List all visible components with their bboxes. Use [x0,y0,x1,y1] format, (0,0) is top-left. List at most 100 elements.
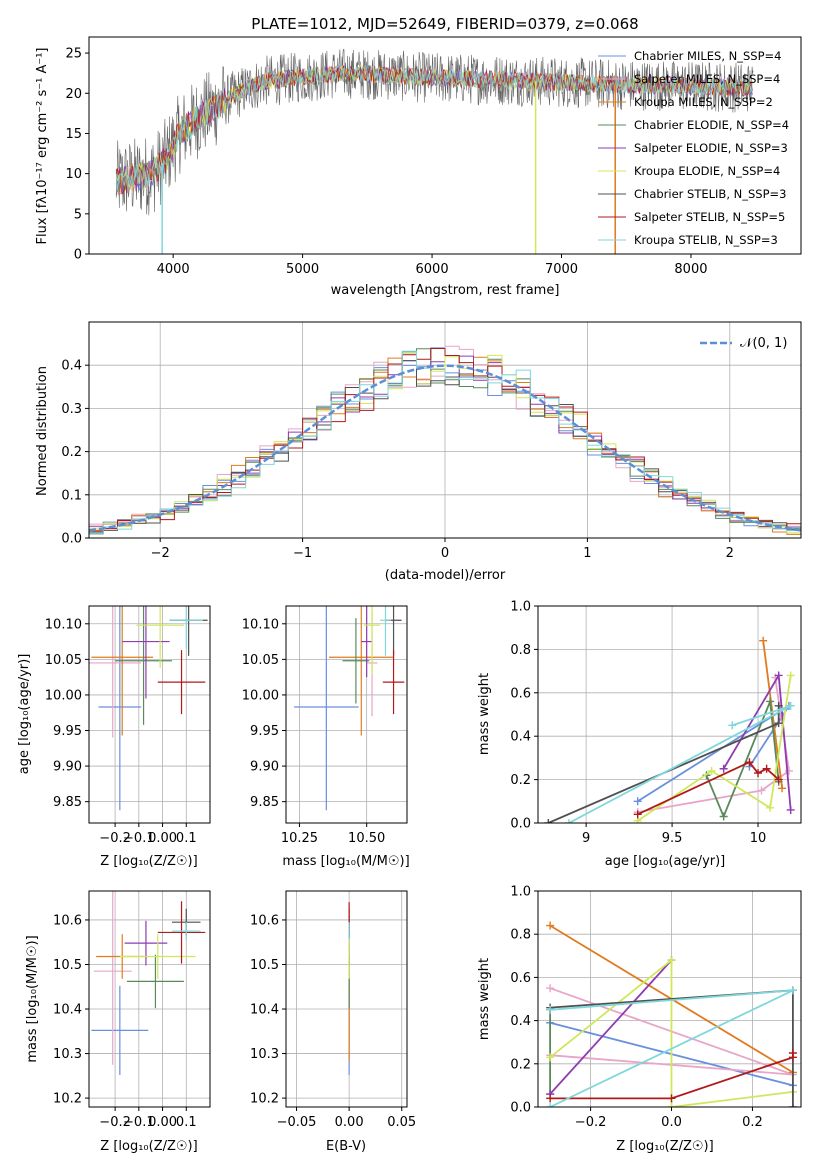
p6-yticklabel-2: 10.4 [250,1003,279,1018]
p6-xticklabel-2: 0.05 [387,1115,416,1130]
legend-text-5: Kroupa ELODIE, N_SSP=4 [634,164,780,178]
p7-series-7-marker-0 [546,1094,555,1103]
p2-yticklabel-0: 9.85 [53,795,82,810]
p5-xticklabel-3: 0.1 [176,1115,197,1130]
p7-series-6-marker-2 [788,1103,797,1107]
p2-xticklabel-1: −0.1 [123,831,155,846]
p4-yticklabel-0: 0.0 [510,817,531,832]
p6-xticklabel-0: −0.05 [277,1115,317,1130]
p1-yticklabel-4: 0.4 [61,359,82,374]
p1-yticklabel-2: 0.2 [61,445,82,460]
p7-xticklabel-2: 0.2 [742,1115,763,1130]
p0-yticklabel-1: 5 [74,207,82,222]
p7-xlabel: E(B-V) [326,1139,366,1154]
p7-series-2-marker-0 [546,921,555,930]
p7-series-8-marker-1 [788,986,797,995]
p4-xticklabel-0: 9 [582,831,590,846]
p5-yticklabel-2: 10.4 [53,1003,82,1018]
p6-frame [285,890,408,1108]
p2-xticklabel-3: 0.1 [176,831,197,846]
p5-yticklabel-1: 10.3 [53,1047,82,1062]
p7-series-1-marker-2 [546,984,555,993]
spectrum-series-8 [115,64,753,193]
p4-xticklabel-2: 10 [750,831,767,846]
p4-series-3-marker-1 [719,812,728,821]
p7-series-4 [549,959,673,1095]
p4-yticklabel-1: 0.2 [510,773,531,788]
p6-yticklabel-3: 10.5 [250,958,279,973]
hist-ylabel: Normed distribution [35,366,50,496]
p0-xticklabel-4: 8000 [674,262,707,277]
p1-xticklabel-4: 2 [726,546,734,561]
p0-xticklabel-3: 7000 [545,262,578,277]
p7-series-7-marker-1 [667,1094,676,1103]
p4-series-5 [637,675,792,822]
p7-series-5-marker-1 [667,956,676,965]
p7-frame [537,890,802,1108]
spectrum-xlabel: wavelength [Angstrom, rest frame] [331,283,560,298]
p4-series-3-marker-2 [766,697,775,706]
p4-frame [537,605,802,824]
p0-yticklabel-5: 25 [65,47,82,62]
p4-series-2-marker-1 [778,784,787,793]
p6-yticklabel-0: 10.2 [250,1092,279,1107]
p4-series-8-marker-2 [728,721,737,730]
p7-series-5-marker-2 [667,1103,676,1107]
legend-text-4: Salpeter ELODIE, N_SSP=3 [634,141,788,155]
p0-yticklabel-2: 10 [65,167,82,182]
legend-text-6: Chabrier STELIB, N_SSP=3 [634,187,786,201]
p7-series-5-marker-0 [546,1053,555,1062]
p4-series-8-marker-1 [786,701,795,710]
p0-xticklabel-1: 5000 [286,262,319,277]
p5-yticklabel-0: 10.2 [53,1092,82,1107]
p1-yticklabel-0: 0.0 [61,532,82,547]
p6-yticklabel-1: 10.3 [250,1047,279,1062]
p2-xticklabel-2: 0.00 [148,831,177,846]
p3-yticklabel-3: 10.00 [242,688,279,703]
p0-yticklabel-4: 20 [65,87,82,102]
legend-text-1: Salpeter MILES, N_SSP=4 [634,72,780,86]
p4-series-7-marker-3 [762,764,771,773]
p5-xticklabel-2: 0.00 [148,1115,177,1130]
p4-series-5-marker-2 [766,803,775,812]
p6-ylabel: mass [log₁₀(M/M☉)] [25,935,40,1062]
p3-yticklabel-0: 9.85 [250,795,279,810]
p4-series-7-marker-2 [754,769,763,778]
legend-text-7: Salpeter STELIB, N_SSP=5 [634,210,785,224]
p7-yticklabel-1: 0.2 [510,1057,531,1072]
p2-yticklabel-4: 10.05 [45,653,82,668]
legend-text-normal: 𝒩(0, 1) [740,336,787,351]
p3-frame [285,605,408,824]
p4-series-4-marker-2 [786,805,795,814]
p8-ylabel: mass weight [477,958,492,1040]
data-layer [89,49,801,1107]
p5-xticklabel-1: −0.1 [123,1115,155,1130]
p4-series-4-marker-0 [719,764,728,773]
p6-xlabel: Z [log₁₀(Z/Z☉)] [100,1139,197,1154]
p1-xticklabel-1: −1 [293,546,312,561]
p7-xticklabel-0: −0.2 [575,1115,607,1130]
spectrum-ylabel: Flux [fλ10⁻¹⁷ erg cm⁻² s⁻¹ A⁻¹] [35,48,50,245]
p2-yticklabel-2: 9.95 [53,724,82,739]
legend-text-3: Chabrier ELODIE, N_SSP=4 [634,118,789,132]
p7-series-7-marker-3 [788,1049,797,1057]
legend-text-0: Chabrier MILES, N_SSP=4 [634,49,781,63]
p4-series-6-marker-0 [544,819,553,823]
p4-series-3 [705,701,780,819]
legend-text-8: Kroupa STELIB, N_SSP=3 [634,233,778,247]
p4-series-7-marker-0 [633,810,642,819]
p4-series-0-marker-0 [633,797,642,806]
p2-xticklabel-0: −0.2 [99,831,131,846]
p7-series-group [546,921,797,1107]
p0-frame [88,36,802,255]
p0-yticklabel-0: 0 [74,248,82,263]
p4-series-5-marker-3 [786,671,795,680]
spectrum-series-group [115,49,754,254]
p7-series-8-marker-2 [546,1005,555,1014]
p2-yticklabel-5: 10.10 [45,617,82,632]
legend-text-2: Kroupa MILES, N_SSP=2 [634,95,773,109]
p1-yticklabel-1: 0.1 [61,488,82,503]
p2-yticklabel-3: 10.00 [45,688,82,703]
p7-yticklabel-0: 0.0 [510,1101,531,1116]
